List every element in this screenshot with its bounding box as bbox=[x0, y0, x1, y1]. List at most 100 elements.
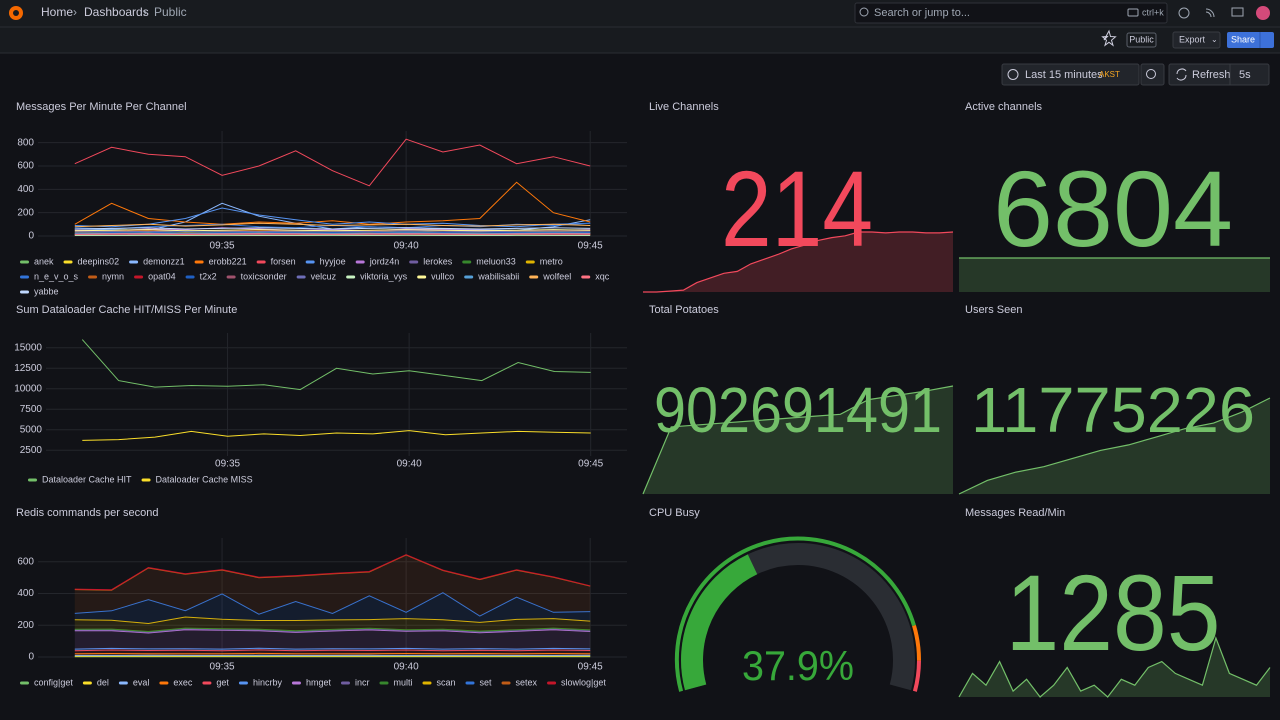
breadcrumb[interactable]: Dashboards bbox=[84, 5, 149, 19]
legend-item[interactable]: slowlog|get bbox=[547, 677, 606, 687]
series-line bbox=[74, 554, 591, 591]
legend-label: meluon33 bbox=[476, 256, 516, 266]
series-line bbox=[82, 430, 591, 441]
stat-value: 214 bbox=[721, 148, 873, 269]
separator: › bbox=[73, 5, 77, 19]
series-line bbox=[74, 227, 591, 230]
legend-item[interactable]: config|get bbox=[20, 677, 73, 687]
x-tick-label: 09:40 bbox=[394, 241, 419, 252]
legend-item[interactable]: yabbe bbox=[20, 286, 59, 296]
threshold-band bbox=[912, 625, 922, 661]
legend-swatch bbox=[379, 681, 389, 685]
legend-swatch bbox=[529, 275, 539, 279]
area bbox=[74, 617, 591, 632]
legend-label: jordz4n bbox=[369, 256, 400, 266]
legend-item[interactable]: erobb221 bbox=[194, 256, 247, 266]
legend-item[interactable]: multi bbox=[379, 677, 413, 687]
sparkline-area bbox=[959, 258, 1270, 292]
y-tick-label: 2500 bbox=[20, 445, 43, 456]
stat-value: 902691491 bbox=[654, 374, 942, 446]
avatar[interactable] bbox=[1256, 6, 1270, 20]
y-tick-label: 400 bbox=[17, 588, 34, 599]
legend-item[interactable]: forsen bbox=[256, 256, 296, 266]
help-icon[interactable] bbox=[1178, 7, 1190, 19]
legend-item[interactable]: xqc bbox=[581, 271, 610, 281]
legend-item[interactable]: nymn bbox=[88, 271, 124, 281]
legend-label: get bbox=[216, 677, 229, 687]
panels: Messages Per Minute Per Channel 0 200 400 60… bbox=[14, 101, 1271, 698]
legend-item[interactable]: meluon33 bbox=[462, 256, 516, 266]
public-tag-text: Public bbox=[1129, 34, 1154, 44]
kiosk-icon[interactable] bbox=[1231, 7, 1244, 17]
legend-item[interactable]: velcuz bbox=[296, 271, 337, 281]
legend-item[interactable]: metro bbox=[525, 256, 563, 266]
legend-item[interactable]: get bbox=[202, 677, 229, 687]
x-tick-label: 09:35 bbox=[215, 459, 240, 470]
legend-swatch bbox=[305, 260, 315, 264]
legend-label: vullco bbox=[431, 271, 454, 281]
legend-item[interactable]: exec bbox=[159, 677, 193, 687]
legend-item[interactable]: eval bbox=[118, 677, 150, 687]
panel-title: Total Potatoes bbox=[649, 304, 719, 316]
sparkline-area bbox=[959, 398, 1270, 494]
legend-item[interactable]: set bbox=[465, 677, 493, 687]
search-icon bbox=[859, 7, 869, 17]
legend-label: erobb221 bbox=[209, 256, 247, 266]
legend-item[interactable]: jordz4n bbox=[355, 256, 400, 266]
news-icon[interactable] bbox=[1205, 8, 1215, 18]
area bbox=[74, 592, 591, 624]
legend-item[interactable]: vullco bbox=[417, 271, 454, 281]
breadcrumb: Public bbox=[154, 5, 187, 19]
legend-item[interactable]: Dataloader Cache HIT bbox=[28, 474, 132, 484]
refresh-button[interactable] bbox=[1168, 63, 1270, 86]
legend-item[interactable]: wolfeel bbox=[529, 271, 571, 281]
legend-item[interactable]: Dataloader Cache MISS bbox=[141, 474, 253, 484]
legend-label: opat04 bbox=[148, 271, 176, 281]
legend-item[interactable]: toxicsonder bbox=[226, 271, 287, 281]
legend-item[interactable]: n_e_v_o_s bbox=[20, 271, 79, 281]
legend-swatch bbox=[296, 275, 306, 279]
star-icon[interactable] bbox=[1101, 29, 1117, 47]
legend-item[interactable]: hincrby bbox=[238, 677, 283, 687]
legend-label: viktoria_vys bbox=[360, 271, 408, 281]
y-tick-label: 15000 bbox=[14, 342, 42, 353]
x-tick-label: 09:40 bbox=[394, 662, 419, 673]
y-tick-label: 600 bbox=[17, 161, 34, 172]
legend-swatch bbox=[346, 275, 356, 279]
share-button[interactable] bbox=[1227, 32, 1274, 48]
legend-item[interactable]: opat04 bbox=[134, 271, 176, 281]
legend-item[interactable]: demonzz1 bbox=[129, 256, 185, 266]
legend-item[interactable]: hyyjoe bbox=[305, 256, 346, 266]
legend-item[interactable]: viktoria_vys bbox=[346, 271, 408, 281]
zoom-out-button[interactable] bbox=[1140, 63, 1165, 86]
legend-item[interactable]: anek bbox=[20, 256, 54, 266]
y-tick-label: 800 bbox=[17, 137, 34, 148]
breadcrumb[interactable]: Home bbox=[41, 5, 73, 19]
legend-swatch bbox=[409, 260, 419, 264]
area bbox=[74, 628, 591, 633]
area bbox=[74, 629, 591, 650]
legend-item[interactable]: incr bbox=[340, 677, 370, 687]
area bbox=[74, 628, 591, 633]
legend-label: forsen bbox=[271, 256, 296, 266]
legend-item[interactable]: deepins02 bbox=[63, 256, 120, 266]
legend-label: scan bbox=[437, 677, 456, 687]
legend-item[interactable]: del bbox=[82, 677, 109, 687]
legend-item[interactable]: t2x2 bbox=[185, 271, 217, 281]
export-button[interactable] bbox=[1172, 31, 1221, 49]
x-tick-label: 09:40 bbox=[397, 459, 422, 470]
stat-value: 1285 bbox=[1006, 552, 1221, 673]
search-box[interactable] bbox=[854, 2, 1168, 24]
refresh-icon bbox=[1176, 68, 1187, 81]
legend-swatch bbox=[20, 290, 29, 294]
legend-swatch bbox=[256, 260, 266, 264]
legend-item[interactable]: lerokes bbox=[409, 256, 453, 266]
series-line bbox=[74, 629, 591, 634]
legend-item[interactable]: wabilisabii bbox=[464, 271, 519, 281]
legend-item[interactable]: scan bbox=[422, 677, 456, 687]
legend-item[interactable]: setex bbox=[501, 677, 538, 687]
time-picker[interactable] bbox=[1001, 63, 1140, 86]
legend-item[interactable]: hmget bbox=[291, 677, 332, 687]
panel-title: Messages Per Minute Per Channel bbox=[16, 101, 187, 113]
legend-swatch bbox=[417, 275, 427, 279]
